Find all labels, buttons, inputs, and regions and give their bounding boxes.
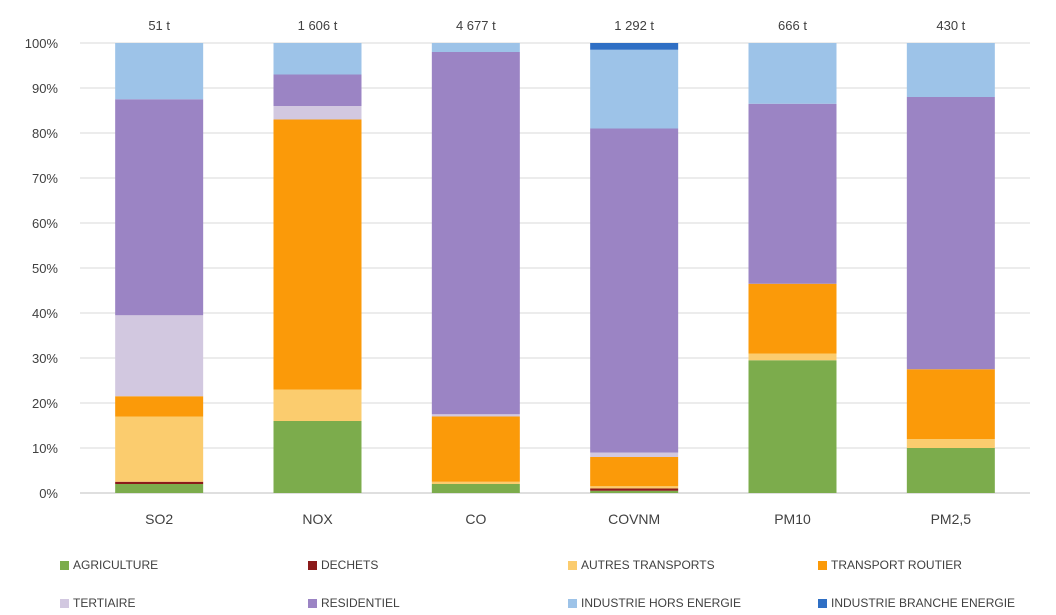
bar-segment-residentiel <box>115 99 204 316</box>
y-tick-label: 60% <box>32 216 58 231</box>
y-tick-label: 10% <box>32 441 58 456</box>
bar-total-label: 1 292 t <box>614 18 654 33</box>
bar-segment-agriculture <box>748 360 837 493</box>
y-tick-label: 50% <box>32 261 58 276</box>
stacked-bar-chart: 0% 10% 20% 30% 40% 50% 60% 70% 80% 90% 100% 51 t 1 … <box>25 18 1030 527</box>
legend-label: INDUSTRIE BRANCHE ENERGIE <box>831 596 1016 610</box>
bar-segment-industrie-hors-energie <box>590 49 679 129</box>
y-tick-label: 100% <box>25 36 59 51</box>
bar-segment-agriculture <box>590 490 679 493</box>
bar-segment-autres-transports <box>590 486 679 489</box>
bar-segment-transport-routier <box>748 283 837 354</box>
bar-segment-residentiel <box>906 97 995 370</box>
y-tick-label: 20% <box>32 396 58 411</box>
bar-totals: 51 t 1 606 t 4 677 t 1 292 t 666 t 430 t <box>148 18 965 33</box>
x-category-label: COVNM <box>608 511 660 527</box>
x-category-label: PM10 <box>774 511 811 527</box>
bar-segment-autres-transports <box>115 416 204 482</box>
bar-segment-autres-transports <box>273 389 362 421</box>
legend-item: TRANSPORT ROUTIER <box>818 556 962 574</box>
bar-segment-autres-transports <box>748 353 837 361</box>
bar-segment-residentiel <box>273 74 362 106</box>
gridlines <box>80 42 1030 494</box>
bar-segment-transport-routier <box>590 457 679 487</box>
bar-segment-dechets <box>590 488 679 491</box>
bar-segment-tertiaire <box>590 452 679 457</box>
legend-label: TERTIAIRE <box>73 596 136 610</box>
bar-segment-transport-routier <box>906 369 995 439</box>
legend-item: TERTIAIRE <box>60 594 135 612</box>
bars <box>115 43 995 493</box>
bar-total-label: 51 t <box>148 18 170 33</box>
bar-segment-residentiel <box>431 52 520 415</box>
y-tick-label: 40% <box>32 306 58 321</box>
legend-item: AGRICULTURE <box>60 556 158 574</box>
y-tick-label: 90% <box>32 81 58 96</box>
legend-item: INDUSTRIE HORS ENERGIE <box>568 594 741 612</box>
bar-segment-tertiaire <box>273 106 362 120</box>
bar-segment-industrie-hors-energie <box>115 43 204 100</box>
legend-item: DECHETS <box>308 556 378 574</box>
y-axis-ticks: 0% 10% 20% 30% 40% 50% 60% 70% 80% 90% 100% <box>25 36 59 501</box>
bar-total-label: 666 t <box>778 18 807 33</box>
bar-segment-tertiaire <box>431 414 520 417</box>
bar-segment-industrie-hors-energie <box>906 43 995 97</box>
bar-segment-agriculture <box>115 484 204 493</box>
legend-swatch <box>60 560 69 570</box>
legend-item: RESIDENTIEL <box>308 594 400 612</box>
bar-total-label: 4 677 t <box>456 18 496 33</box>
legend-label: TRANSPORT ROUTIER <box>831 558 962 572</box>
legend-item: AUTRES TRANSPORTS <box>568 556 715 574</box>
bar-segment-tertiaire <box>115 315 204 397</box>
bar-segment-transport-routier <box>273 119 362 390</box>
bar-total-label: 430 t <box>936 18 965 33</box>
legend-swatch <box>60 598 69 608</box>
x-category-label: PM2,5 <box>931 511 972 527</box>
legend-label: DECHETS <box>321 558 379 572</box>
legend-swatch <box>308 598 317 608</box>
bar-segment-industrie-branche-energie <box>590 43 679 50</box>
legend-label: AUTRES TRANSPORTS <box>581 558 715 572</box>
legend-swatch <box>818 598 827 608</box>
x-category-label: NOX <box>302 511 333 527</box>
y-tick-label: 80% <box>32 126 58 141</box>
bar-segment-transport-routier <box>431 416 520 482</box>
bar-segment-autres-transports <box>431 481 520 484</box>
bar-segment-industrie-hors-energie <box>748 43 837 104</box>
legend-label: AGRICULTURE <box>73 558 159 572</box>
legend-item: INDUSTRIE BRANCHE ENERGIE <box>818 594 1015 612</box>
legend-swatch <box>568 598 577 608</box>
bar-segment-industrie-hors-energie <box>431 43 520 52</box>
bar-segment-transport-routier <box>115 396 204 417</box>
bar-segment-dechets <box>115 481 204 484</box>
x-axis-categories: SO2 NOX CO COVNM PM10 PM2,5 <box>145 511 971 527</box>
bar-segment-residentiel <box>590 128 679 453</box>
legend-label: RESIDENTIEL <box>321 596 400 610</box>
legend-swatch <box>568 560 577 570</box>
bar-segment-industrie-hors-energie <box>273 43 362 75</box>
y-tick-label: 30% <box>32 351 58 366</box>
bar-segment-agriculture <box>906 448 995 493</box>
legend-label: INDUSTRIE HORS ENERGIE <box>581 596 742 610</box>
x-category-label: CO <box>465 511 486 527</box>
bar-segment-agriculture <box>431 484 520 493</box>
y-tick-label: 0% <box>39 486 58 501</box>
x-category-label: SO2 <box>145 511 173 527</box>
legend-swatch <box>818 560 827 570</box>
y-tick-label: 70% <box>32 171 58 186</box>
bar-total-label: 1 606 t <box>298 18 338 33</box>
bar-segment-residentiel <box>748 103 837 284</box>
legend-swatch <box>308 560 317 570</box>
bar-segment-agriculture <box>273 421 362 493</box>
bar-segment-autres-transports <box>906 439 995 448</box>
legend: AGRICULTURE DECHETS AUTRES TRANSPORTS TRANS… <box>0 548 1056 615</box>
